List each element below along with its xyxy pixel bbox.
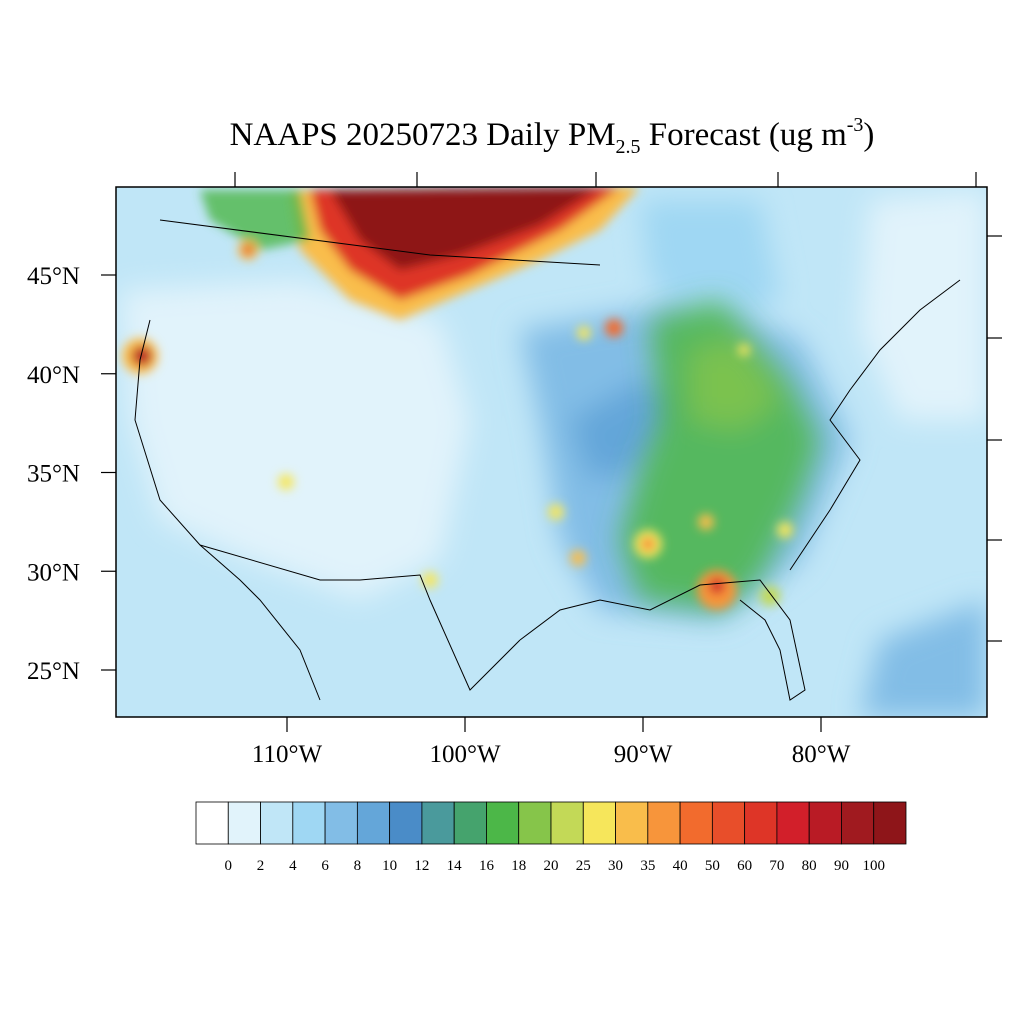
title-end: ) xyxy=(863,117,874,153)
lat-label: 25°N xyxy=(27,658,80,685)
colorbar-label: 60 xyxy=(737,858,752,874)
colorbar-box xyxy=(389,801,423,845)
colorbar-box xyxy=(873,801,907,845)
colorbar-box xyxy=(647,801,681,845)
colorbar-label: 100 xyxy=(862,858,885,874)
colorbar-label: 8 xyxy=(354,858,362,874)
lon-label: 90°W xyxy=(614,741,673,768)
colorbar-label: 40 xyxy=(673,858,688,874)
colorbar-label: 25 xyxy=(576,858,591,874)
colorbar-label: 2 xyxy=(257,858,265,874)
colorbar-box xyxy=(841,801,875,845)
colorbar-box xyxy=(260,801,294,845)
colorbar-box xyxy=(356,801,391,845)
colorbar-label: 20 xyxy=(544,858,559,874)
title-middle: Forecast (ug m xyxy=(641,117,848,153)
colorbar-label: 70 xyxy=(769,858,784,874)
title-subscript: 2.5 xyxy=(616,136,641,158)
colorbar-box xyxy=(679,801,713,845)
colorbar-box xyxy=(518,801,552,845)
lat-label: 30°N xyxy=(27,559,80,586)
colorbar-box xyxy=(615,801,649,845)
title-main: NAAPS 20250723 Daily PM xyxy=(230,117,616,153)
lon-label: 100°W xyxy=(429,741,500,768)
colorbar-box xyxy=(582,801,616,845)
colorbar-box xyxy=(711,801,746,845)
colorbar-box xyxy=(808,801,842,845)
title: NAAPS 20250723 Daily PM2.5 Forecast (ug … xyxy=(230,114,875,158)
colorbar-box xyxy=(195,801,229,845)
colorbar-box xyxy=(550,801,584,845)
colorbar-label: 80 xyxy=(802,858,817,874)
colorbar-box xyxy=(227,801,261,845)
lon-label: 110°W xyxy=(252,741,323,768)
colorbar-label: 18 xyxy=(511,858,526,874)
colorbar-box xyxy=(486,801,520,845)
colorbar-label: 14 xyxy=(447,858,463,874)
frame-ticks xyxy=(234,172,1002,642)
title-superscript: -3 xyxy=(847,114,864,136)
colorbar-box xyxy=(324,801,358,845)
colorbar-box xyxy=(776,801,810,845)
colorbar-label: 0 xyxy=(225,858,233,874)
colorbar-label: 30 xyxy=(608,858,623,874)
map-frame xyxy=(115,186,988,718)
colorbar-label: 35 xyxy=(640,858,655,874)
colorbar-box xyxy=(744,801,778,845)
colorbar-box xyxy=(292,801,326,845)
lon-label: 80°W xyxy=(792,741,851,768)
colorbar-label: 16 xyxy=(479,858,495,874)
colorbar-label: 4 xyxy=(289,858,297,874)
colorbar-box xyxy=(421,801,455,845)
lat-label: 40°N xyxy=(27,362,80,389)
colorbar-label: 90 xyxy=(834,858,849,874)
colorbar-label: 50 xyxy=(705,858,720,874)
lat-label: 35°N xyxy=(27,461,80,488)
colorbar-box xyxy=(453,801,487,845)
colorbar-label: 12 xyxy=(414,858,429,874)
colorbar-label: 10 xyxy=(382,858,397,874)
lat-label: 45°N xyxy=(27,263,80,290)
colorbar-label: 6 xyxy=(321,858,329,874)
pm25-field xyxy=(116,187,987,717)
